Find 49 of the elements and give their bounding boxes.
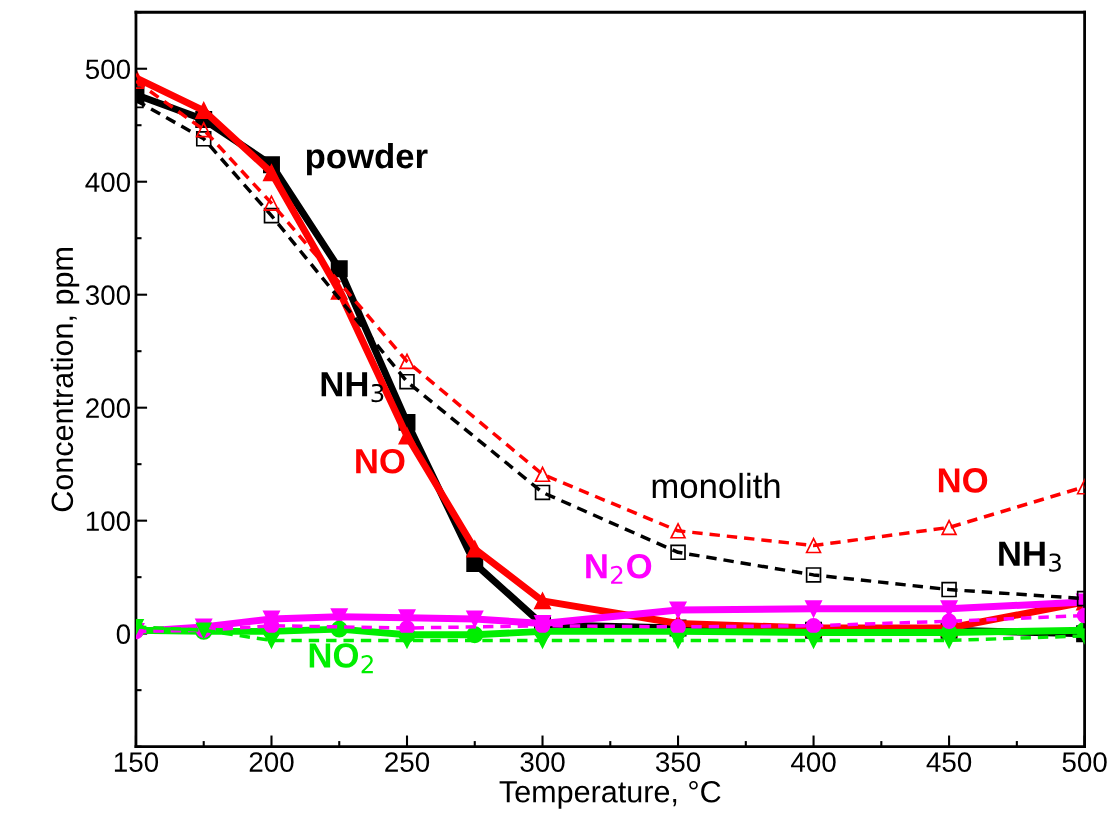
y-tick-label: 200 [86,398,131,419]
point [263,195,280,211]
point [263,632,280,649]
point [534,632,551,649]
x-tick-label: 150 [114,752,159,772]
x-tick-label: 450 [926,752,972,772]
point [195,131,212,147]
y-tick-label: 500 [85,59,131,80]
series-label: N$_{2}$O [586,553,652,584]
series-label: NH$_{3}$ [999,541,1061,572]
annotation: monolith [652,472,780,499]
point [941,519,957,536]
x-axis-title: Temperature, °C [499,780,721,809]
x-tick-label: 400 [791,752,836,772]
point [669,601,687,619]
point [263,164,280,182]
x-tick-label: 200 [249,752,294,772]
x-tick-label: 500 [1062,752,1107,772]
y-tick-label: 400 [85,172,131,193]
point [330,260,348,278]
point [670,523,686,539]
x-tick-label: 250 [385,752,430,772]
y-tick-label: 100 [86,511,131,532]
x-tick-label: 350 [655,752,701,772]
annotation: powder [306,142,428,176]
point [805,567,822,583]
point [263,207,280,224]
point [670,632,686,649]
point [195,121,212,138]
x-tick-label: 300 [520,752,565,772]
point [670,544,686,561]
y-tick-label: 0 [116,624,131,644]
point [399,353,415,370]
point [941,581,957,598]
point [399,373,415,390]
point [534,466,551,483]
series-label: NH$_{3}$ [321,372,384,403]
series-label: NO [356,448,405,474]
point [534,484,551,501]
point [466,610,484,628]
point [398,427,416,445]
y-axis-title: Concentration, ppm [50,248,80,512]
series-label: NO [938,468,988,493]
point [805,600,823,618]
y-tick-label: 300 [85,285,131,306]
point [941,613,957,630]
point [534,592,551,610]
series-label: NO$_{2}$ [309,643,373,674]
point [805,537,822,554]
